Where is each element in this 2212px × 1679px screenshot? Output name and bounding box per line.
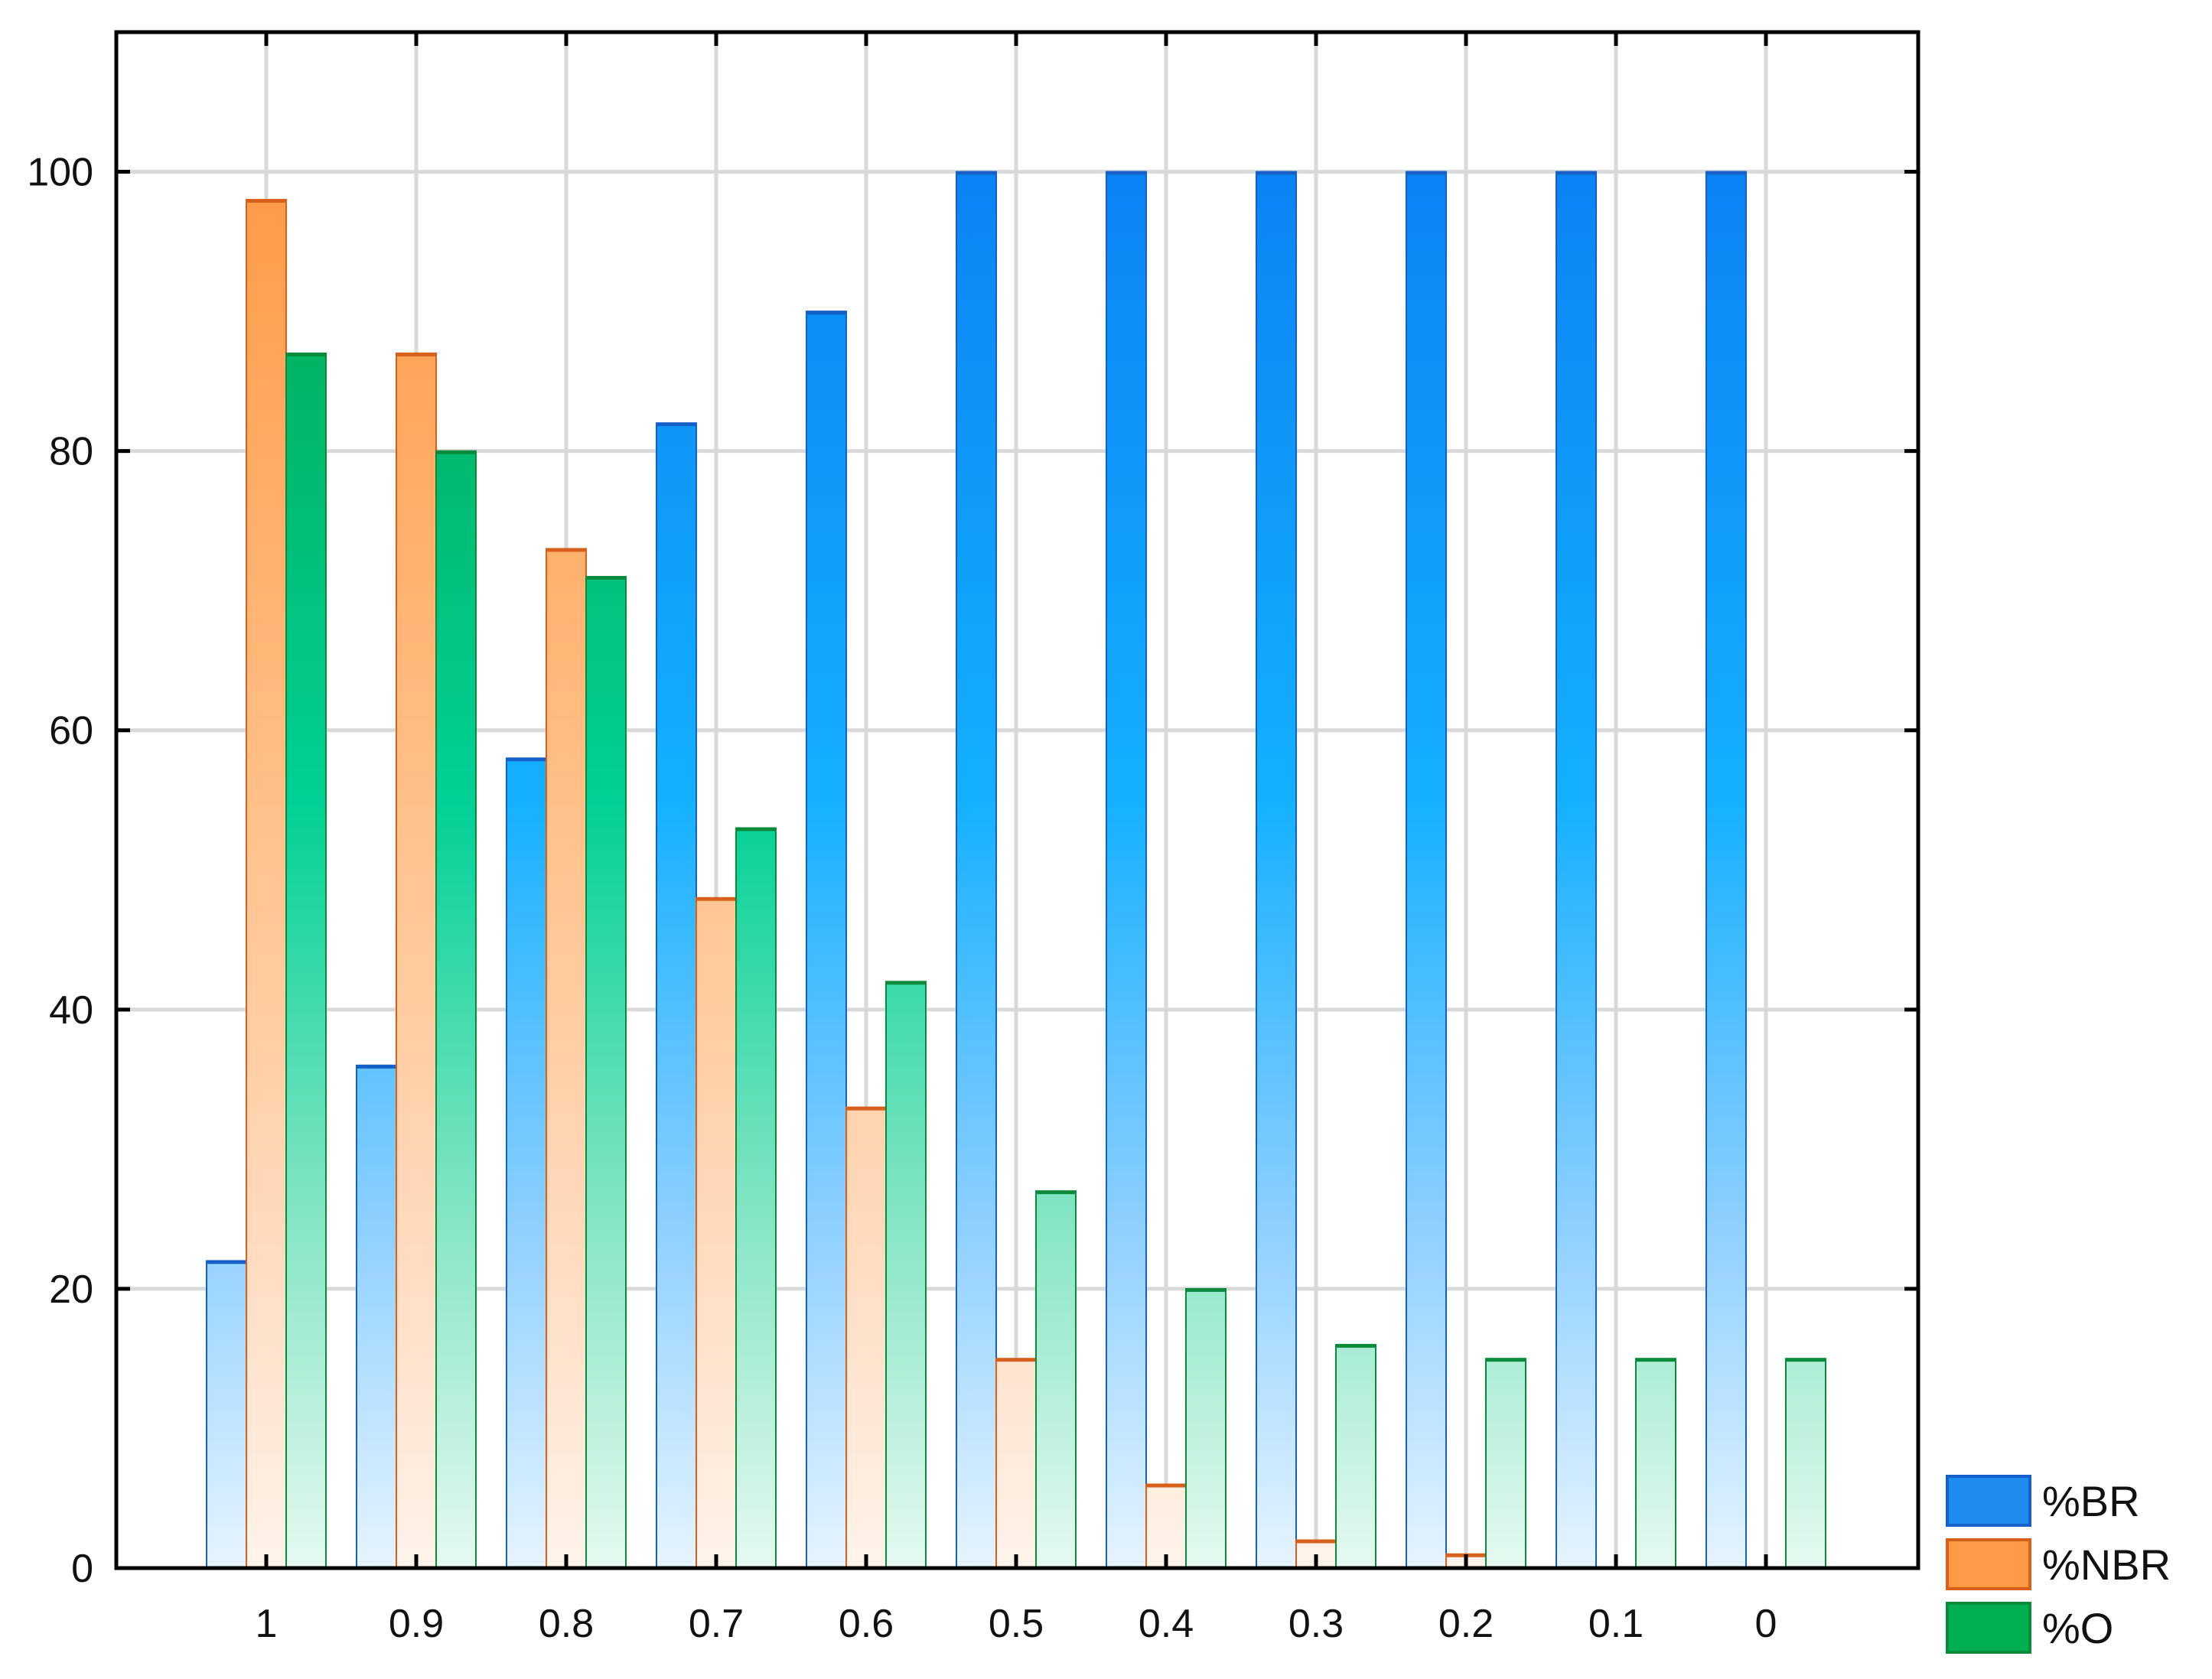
bar-br-0.2: [1406, 171, 1447, 1570]
ytick-label-60: 60: [49, 709, 93, 753]
bar-o-1: [285, 352, 327, 1570]
xtick-label-0.3: 0.3: [1288, 1602, 1344, 1646]
ytick-label-20: 20: [49, 1267, 93, 1312]
bar-o-0.1: [1635, 1358, 1676, 1569]
xtick-label-0.2: 0.2: [1438, 1602, 1494, 1646]
bar-nbr-0.9: [396, 352, 437, 1570]
bar-br-0.3: [1256, 171, 1297, 1570]
ytick-label-0: 0: [71, 1547, 93, 1591]
bar-o-0.5: [1035, 1190, 1077, 1570]
ytick-label-80: 80: [49, 430, 93, 474]
bar-br-0.6: [806, 311, 847, 1569]
bar-br-0.7: [656, 422, 697, 1569]
xtick-label-0.1: 0.1: [1588, 1602, 1644, 1646]
bar-nbr-0.8: [546, 548, 587, 1569]
ytick-label-40: 40: [49, 988, 93, 1033]
legend-label-o: %O: [2042, 1604, 2113, 1652]
xtick-label-0.7: 0.7: [689, 1602, 744, 1646]
bar-o-0.2: [1485, 1358, 1526, 1569]
bar-br-0.4: [1106, 171, 1147, 1570]
bar-br-1: [206, 1260, 247, 1570]
bar-br-0.5: [956, 171, 997, 1570]
legend-swatch-nbr: [1946, 1538, 2031, 1590]
ytick-label-100: 100: [27, 151, 93, 195]
xtick-label-0: 0: [1755, 1602, 1777, 1646]
xtick-label-0.8: 0.8: [539, 1602, 594, 1646]
xtick-label-1: 1: [256, 1602, 278, 1646]
bar-o-0.8: [585, 575, 627, 1569]
bar-nbr-0.5: [995, 1358, 1037, 1569]
axis-ticks: 0 20 40 60 80 100 1 0.9 0.8 0.7 0.6 0.5 0.4 0.3 0.2 0.1…: [27, 32, 1918, 1646]
legend-swatch-br: [1946, 1475, 2031, 1527]
bar-o-0.4: [1185, 1287, 1227, 1569]
bars: [206, 171, 1826, 1570]
xtick-label-0.9: 0.9: [389, 1602, 444, 1646]
legend-label-br: %BR: [2042, 1477, 2140, 1525]
bar-br-0: [1705, 171, 1747, 1570]
bar-br-0.8: [506, 757, 547, 1570]
bar-br-0.1: [1556, 171, 1597, 1570]
bar-o-0.7: [735, 827, 777, 1569]
bar-o-0.9: [435, 450, 477, 1569]
legend-swatch-o: [1946, 1602, 2031, 1654]
bar-nbr-0.7: [696, 896, 737, 1570]
bar-o-0.6: [885, 981, 927, 1569]
legend: %BR %NBR %O: [1946, 1475, 2171, 1654]
legend-label-nbr: %NBR: [2042, 1541, 2171, 1589]
xtick-label-0.4: 0.4: [1139, 1602, 1194, 1646]
xtick-label-0.5: 0.5: [989, 1602, 1044, 1646]
bar-br-0.9: [356, 1064, 397, 1569]
bar-o-0.3: [1335, 1343, 1376, 1569]
xtick-label-0.6: 0.6: [839, 1602, 894, 1646]
bar-nbr-1: [246, 199, 287, 1569]
bar-o-0: [1785, 1358, 1826, 1569]
bar-nbr-0.6: [845, 1106, 887, 1569]
